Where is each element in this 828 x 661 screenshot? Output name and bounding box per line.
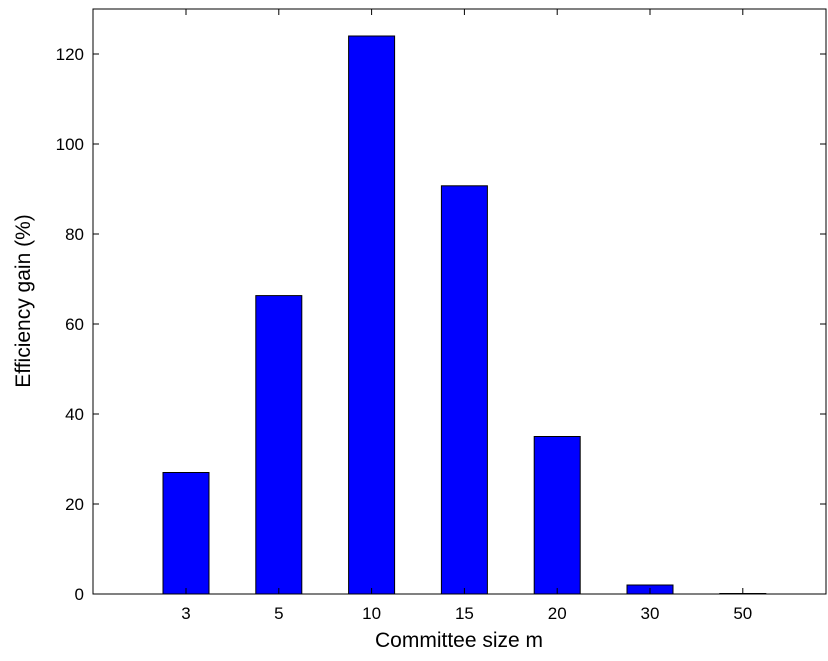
- y-tick-label: 100: [56, 135, 84, 154]
- y-tick-label: 40: [65, 405, 84, 424]
- y-tick-label: 20: [65, 495, 84, 514]
- plot-frame: [92, 8, 827, 595]
- y-axis-label: Efficiency gain (%): [12, 214, 35, 388]
- x-tick-label: 10: [362, 604, 381, 623]
- y-tick-label: 80: [65, 225, 84, 244]
- x-tick-label: 50: [733, 604, 752, 623]
- bar-15: [440, 185, 488, 595]
- x-tick-label: 20: [548, 604, 567, 623]
- x-tick-label: 3: [181, 604, 190, 623]
- x-axis-label: Committee size m: [375, 629, 543, 652]
- bar-5: [255, 295, 303, 595]
- y-tick-label: 120: [56, 45, 84, 64]
- y-tick-label: 0: [75, 585, 84, 604]
- x-tick-label: 5: [274, 604, 283, 623]
- bar-10: [348, 35, 396, 595]
- labels-layer: 0 20 40 60 80 100 120 3 5 10 15 20 30 50: [56, 45, 753, 623]
- x-tick-label: 15: [455, 604, 474, 623]
- bars-layer: [162, 35, 767, 595]
- bar-3: [162, 472, 210, 595]
- y-tick-label: 60: [65, 315, 84, 334]
- x-tick-label: 30: [641, 604, 660, 623]
- ticks-layer: [93, 9, 826, 595]
- bar-20: [533, 436, 581, 595]
